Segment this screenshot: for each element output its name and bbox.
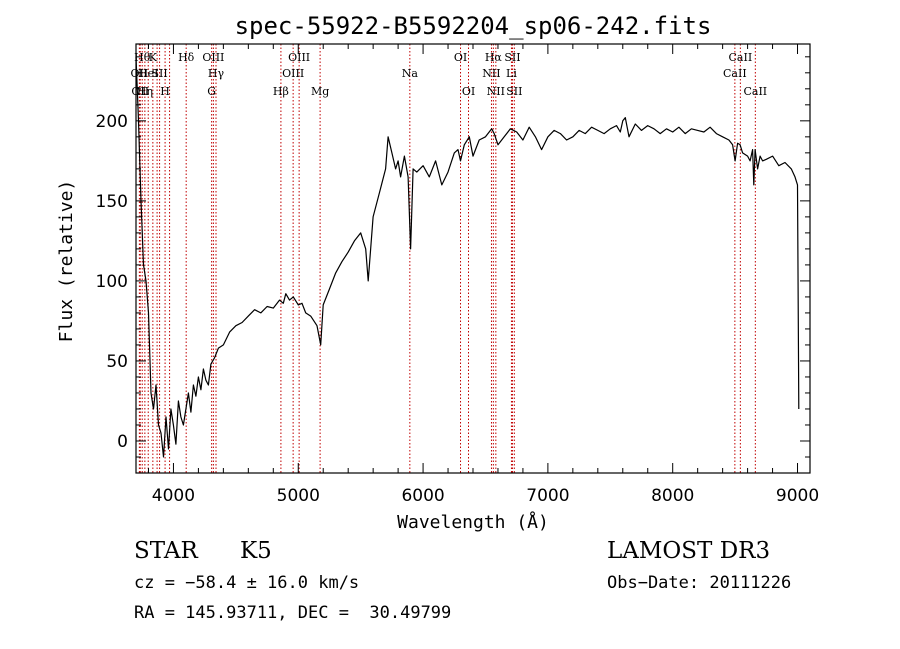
y-axis-label: Flux (relative): [56, 180, 77, 343]
object-class: STAR: [134, 538, 198, 564]
line-label-18: Na: [402, 67, 419, 80]
line-label-26: SII: [506, 85, 522, 98]
y-tick-label: 100: [96, 272, 128, 292]
flux-series-line: [135, 56, 800, 458]
object-subclass: K5: [240, 538, 272, 564]
line-label-28: CaII: [729, 51, 753, 64]
line-label-7: SII: [151, 67, 167, 80]
y-tick-label: 50: [106, 352, 128, 372]
chart-title: spec-55922-B5592204_sp06-242.fits: [235, 12, 712, 40]
x-tick-label: 8000: [651, 486, 694, 506]
x-tick-label: 7000: [526, 486, 569, 506]
line-label-20: OI: [462, 85, 475, 98]
x-tick-label: 5000: [277, 486, 320, 506]
line-label-17: Mg: [311, 85, 329, 98]
y-axis-ticks: 0 50 100 150 200: [96, 56, 810, 458]
spectral-line-markers: [138, 44, 756, 473]
line-label-3: Hη: [137, 85, 153, 98]
line-label-10: Hδ: [178, 51, 195, 64]
line-label-19: OI: [454, 51, 467, 64]
observation-date: Obs−Date: 20111226: [607, 573, 792, 593]
survey-name: LAMOST DR3: [607, 538, 771, 564]
line-label-16: OIII: [288, 51, 310, 64]
line-label-24: Li: [506, 67, 517, 80]
line-label-23: NII: [487, 85, 505, 98]
x-tick-label: 6000: [401, 486, 444, 506]
line-label-22: Hα: [485, 51, 503, 64]
y-tick-label: 0: [117, 432, 128, 452]
line-label-12: OIII: [202, 51, 224, 64]
line-label-21: NII: [482, 67, 500, 80]
sky-coordinates: RA = 145.93711, DEC = 30.49799: [134, 603, 452, 623]
redshift-velocity: cz = −58.4 ± 16.0 km/s: [134, 573, 360, 593]
plot-frame: [135, 43, 811, 474]
spectral-line-labels: OIIOIIHθHηHeIKSIIHHδGOIIIHγHβOIIIOIIIMgN…: [131, 51, 768, 98]
line-label-0: OII: [131, 67, 149, 80]
line-label-5: K: [149, 51, 158, 64]
line-label-4: HeI: [138, 67, 158, 80]
line-label-13: Hγ: [208, 67, 225, 80]
line-label-11: G: [207, 85, 216, 98]
x-axis-ticks: 4000 5000 6000 7000 8000 9000: [147, 44, 819, 506]
y-tick-label: 200: [96, 112, 128, 132]
y-tick-label: 150: [96, 192, 128, 212]
line-label-2: Hθ: [134, 51, 151, 64]
line-label-15: OIII: [282, 67, 304, 80]
line-label-25: SII: [504, 51, 520, 64]
line-label-8: H: [160, 85, 170, 98]
line-label-14: Hβ: [273, 85, 289, 98]
x-axis-label: Wavelength (Å): [397, 511, 549, 533]
x-tick-label: 4000: [152, 486, 195, 506]
line-label-29: CaII: [743, 85, 767, 98]
x-tick-label: 9000: [776, 486, 819, 506]
line-label-27: CaII: [723, 67, 747, 80]
